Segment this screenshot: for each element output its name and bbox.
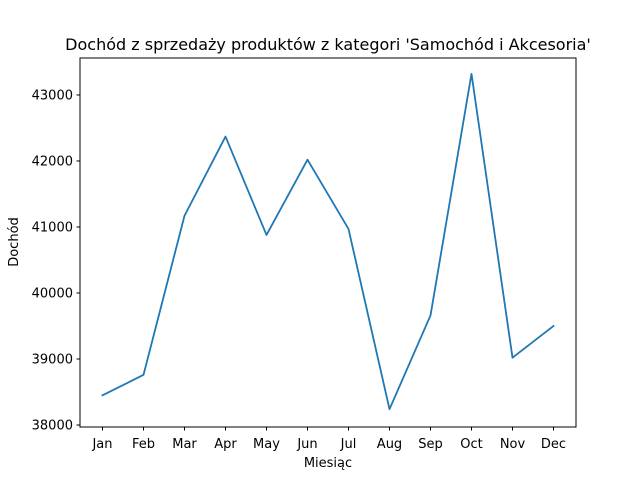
y-tick-label: 40000 xyxy=(32,286,73,301)
x-tick-label: Jan xyxy=(91,437,112,452)
x-tick-label: Jul xyxy=(340,437,357,452)
chart-title: Dochód z sprzedaży produktów z kategori … xyxy=(65,35,591,54)
x-tick-label: Mar xyxy=(172,437,197,452)
series-layer xyxy=(101,72,555,411)
x-tick-label: Aug xyxy=(377,437,402,452)
x-tick-label: Nov xyxy=(500,437,526,452)
x-tick-label: Dec xyxy=(541,437,566,452)
y-tick-label: 41000 xyxy=(32,220,73,235)
series-line xyxy=(101,72,555,411)
y-tick-label: 43000 xyxy=(32,88,73,103)
x-tick-label: Oct xyxy=(460,437,482,452)
plot-frame xyxy=(79,57,577,428)
x-tick-label: Feb xyxy=(132,437,155,452)
y-tick-label: 42000 xyxy=(32,154,73,169)
y-tick-label: 39000 xyxy=(32,353,73,368)
x-tick-label: Apr xyxy=(214,437,237,452)
x-tick-label: May xyxy=(253,437,280,452)
y-axis-label: Dochód xyxy=(7,217,22,267)
x-axis-ticks: Jan Feb Mar Apr May Jun Jul Aug Sep Oct Nov Dec xyxy=(91,427,566,452)
y-tick-label: 38000 xyxy=(32,419,73,434)
x-axis-label: Miesiąc xyxy=(304,456,352,471)
x-tick-label: Jun xyxy=(296,437,317,452)
x-tick-label: Sep xyxy=(418,437,443,452)
y-axis-ticks: 38000 39000 40000 41000 42000 43000 xyxy=(32,88,80,434)
